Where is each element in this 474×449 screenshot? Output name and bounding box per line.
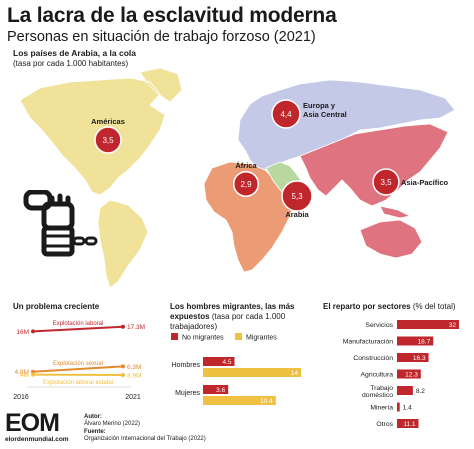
line-start-label-1: 4.8M (15, 369, 29, 376)
migrant-bar-label-0-0: 4.5 (222, 359, 231, 366)
bubble-3 (281, 180, 313, 212)
line-series-name-2: Explotación laboral estatal (43, 380, 113, 386)
bubble-value-2: 2,9 (240, 180, 252, 189)
sector-bar-label-4: 8.2 (416, 388, 425, 395)
sector-bar-label-2: 16.3 (413, 355, 426, 362)
sector-category-0: Servicios (365, 322, 393, 329)
region-africa (203, 161, 297, 273)
line-end-label-0: 17.3M (127, 324, 145, 331)
sectors-bar-chart: Servicios 32 Manufacturación 18.7 Construcci… (343, 320, 459, 428)
sector-bar-0 (397, 320, 459, 329)
x-tick-0: 2016 (13, 394, 29, 401)
sector-bar-2 (397, 353, 429, 362)
sector-category-4: Trabajo doméstico (362, 385, 393, 399)
sector-category-2: Construcción (353, 355, 393, 362)
line-point-start-0 (31, 329, 35, 334)
logo-url: elordenmundial.com (5, 436, 69, 443)
sector-category-3: Agricultura (361, 372, 394, 379)
sector-bar-1 (397, 336, 434, 346)
line-point-start-1 (31, 369, 35, 374)
world-map: 3,5 Américas 4,4 Europa y Asia Central 2,9 Áfr… (19, 67, 456, 289)
sectors-chart-subtitle: (% del total) (412, 302, 456, 311)
region-label-1: Europa y Asia Central (303, 101, 347, 119)
sector-category-5: Minería (370, 405, 393, 412)
region-americas (19, 67, 183, 289)
line-point-start-2 (31, 372, 35, 377)
line-end-label-2: 3.9M (127, 372, 141, 379)
line-point-end-2 (121, 372, 125, 377)
bubble-0 (94, 126, 122, 154)
region-label-4: Asia-Pacífico (401, 178, 449, 187)
map-title: Los países de Arabia, a la cola (13, 48, 136, 58)
sector-bar-label-3: 12.3 (405, 372, 418, 379)
migrant-bar-0-0 (203, 357, 235, 366)
line-point-end-1 (121, 364, 125, 369)
sectors-chart-title-text: El reparto por sectores (323, 302, 411, 311)
author-label: Autor: (84, 414, 102, 420)
map-bubbles: 3,5 Américas 4,4 Europa y Asia Central 2,9 Áfr… (91, 99, 449, 219)
line-end-label-1: 6.3M (127, 364, 141, 371)
bubble-value-0: 3,5 (102, 136, 114, 145)
source-label: Fuente: (84, 429, 106, 435)
page-title: La lacra de la esclavitud moderna (7, 4, 337, 27)
bubble-1 (271, 99, 301, 129)
line-series-name-1: Explotación sexual (53, 361, 103, 367)
legend-swatch-1 (235, 333, 242, 340)
legend-label-0: No migrantes (182, 335, 224, 342)
sectors-chart-title: El reparto por sectores (% del total) (323, 302, 473, 312)
bubble-value-1: 4,4 (280, 110, 292, 119)
sector-bar-label-0: 32 (449, 322, 457, 329)
region-label-3: Arabia (285, 210, 309, 219)
map-subtitle: (tasa por cada 1.000 habitantes) (13, 59, 129, 68)
migrants-chart-title-text: Los hombres migrantes, las más expuestos (170, 302, 295, 321)
migrant-bar-label-1-1: 10.4 (260, 398, 273, 405)
sector-bar-5 (397, 402, 400, 412)
bubble-value-3: 5,3 (291, 192, 303, 201)
migrant-bar-1-0 (203, 385, 229, 394)
line-series-0 (32, 325, 124, 333)
region-asia-pacific (299, 123, 449, 259)
migrant-bar-label-1-0: 3.6 (216, 387, 225, 394)
bar-category-0: Hombres (172, 362, 201, 369)
region-label-0: Américas (91, 117, 125, 126)
bar-category-1: Mujeres (175, 390, 200, 397)
bubble-value-4: 3,5 (380, 178, 392, 187)
source: Organización Internacional del Trabajo (… (84, 436, 206, 442)
page-subtitle: Personas en situación de trabajo forzoso… (7, 29, 316, 45)
migrant-bar-label-0-1: 14 (291, 370, 299, 377)
author: Álvaro Merino (2022) (84, 421, 141, 427)
migrants-chart-subtitle: (tasa por cada 1.000 trabajadores) (170, 312, 286, 331)
migrants-chart-title: Los hombres migrantes, las más expuestos… (170, 302, 310, 332)
sector-bar-3 (397, 369, 421, 379)
migrant-bar-1-1 (203, 396, 276, 405)
sector-bar-label-1: 18.7 (418, 339, 431, 346)
sector-bar-6 (397, 419, 419, 428)
x-tick-1: 2021 (125, 394, 141, 401)
sector-category-6: Otros (376, 421, 393, 428)
sector-bar-label-6: 11.1 (403, 421, 416, 428)
line-point-end-0 (121, 324, 125, 329)
migrants-bar-chart: No migrantes Migrantes Hombres 4.5 14 Mujeres… (171, 333, 301, 405)
sector-bar-4 (397, 386, 413, 395)
bubble-4 (372, 168, 400, 196)
line-start-label-2: 4M (20, 372, 29, 379)
line-chart-title: Un problema creciente (13, 302, 100, 311)
line-series-1 (32, 365, 124, 373)
sector-category-1: Manufacturación (343, 339, 393, 346)
region-label-2: África (235, 161, 257, 170)
line-start-label-0: 16M (16, 329, 29, 336)
sector-bar-label-5: 1.4 (403, 405, 412, 412)
broken-chain-fist-icon (23, 190, 98, 257)
line-chart: 16M 17.3M Explotación laboral 4.8M 6.3M Explo… (13, 321, 145, 401)
bubble-2 (232, 170, 260, 198)
line-series-name-0: Explotación laboral (53, 321, 104, 327)
migrant-bar-0-1 (203, 368, 301, 377)
legend-swatch-0 (171, 333, 178, 340)
logo: EOM (5, 409, 60, 437)
legend-label-1: Migrantes (246, 335, 277, 342)
